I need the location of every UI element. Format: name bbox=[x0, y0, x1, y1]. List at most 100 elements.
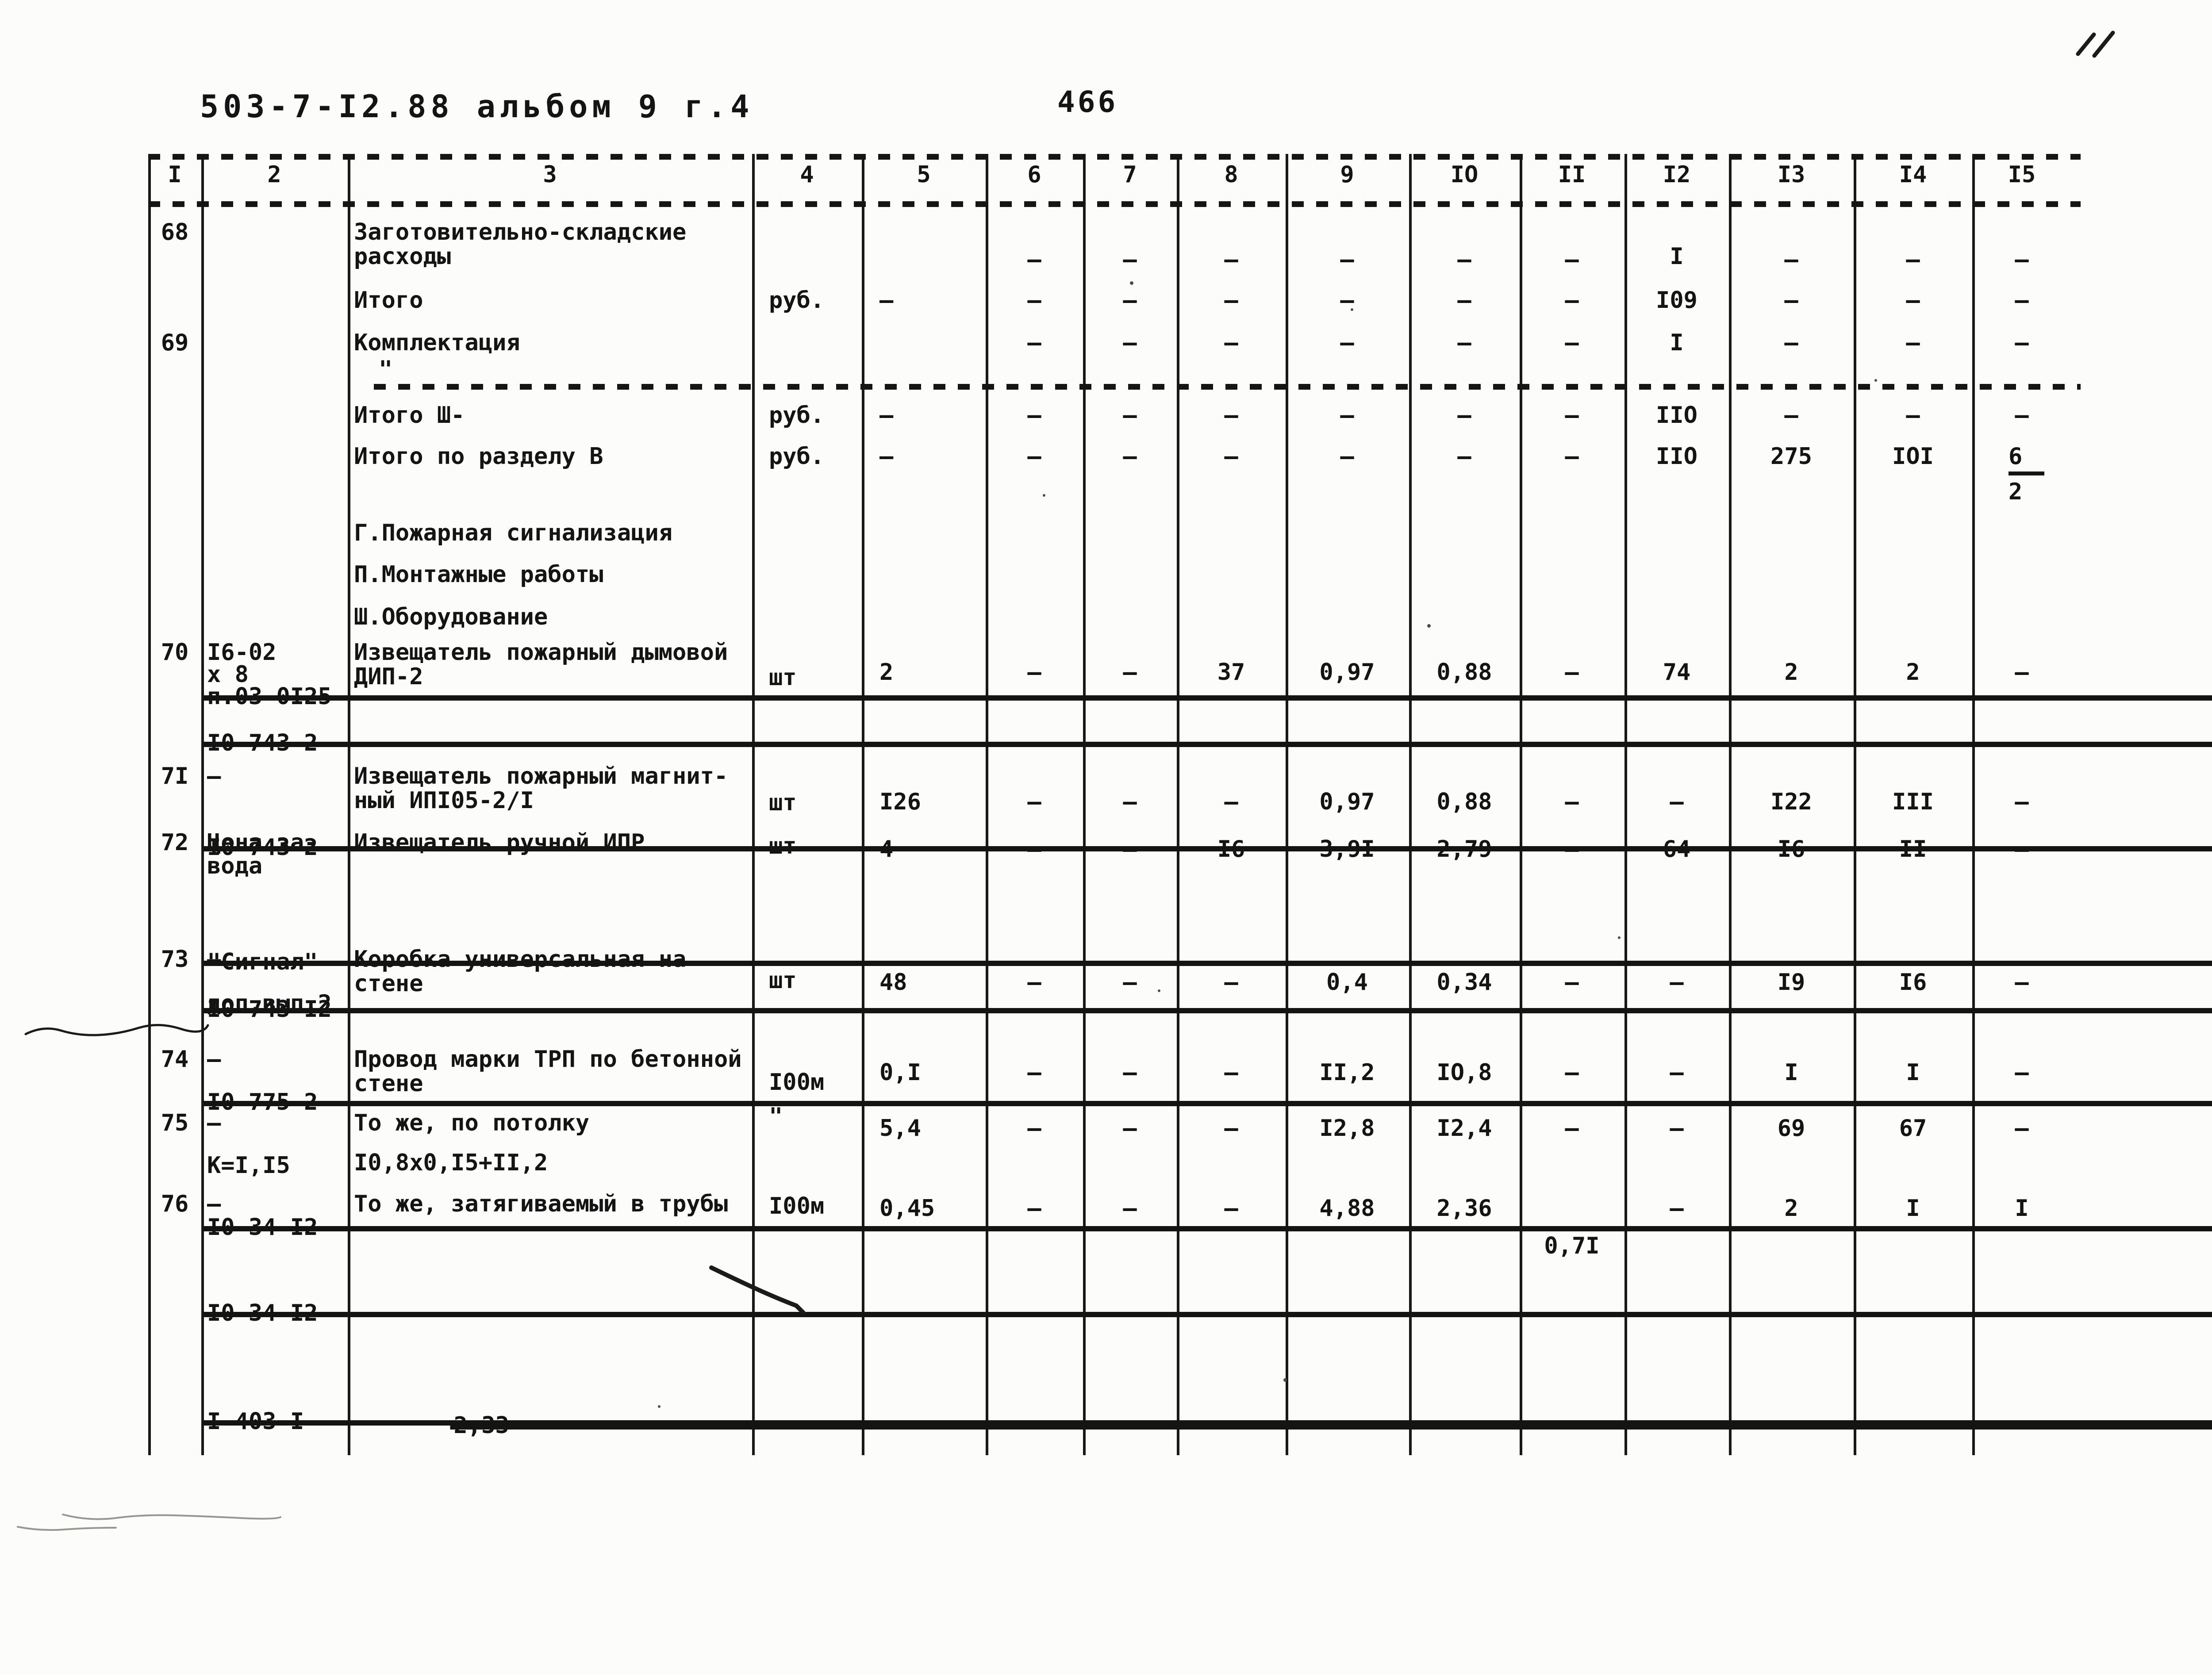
table-cell: – bbox=[1027, 246, 1041, 273]
table-vertical-line bbox=[1854, 154, 1856, 1455]
table-cell: III bbox=[1892, 789, 1934, 815]
table-cell: 2,79 bbox=[1436, 836, 1492, 862]
column-header: IO bbox=[1450, 161, 1479, 188]
table-cell: – bbox=[1027, 836, 1041, 862]
table-cell: – bbox=[1224, 969, 1238, 996]
table-cell: 0,45 bbox=[879, 1195, 935, 1222]
table-cell: 4 bbox=[879, 836, 894, 862]
table-cell: 2 bbox=[879, 659, 894, 686]
table-cell: – bbox=[1565, 330, 1579, 356]
table-vertical-line bbox=[1972, 154, 1975, 1455]
table-cell: – bbox=[2015, 969, 2029, 996]
table-cell: – bbox=[1670, 1115, 1684, 1142]
table-cell: – bbox=[1027, 330, 1041, 356]
table-cell: – bbox=[1027, 969, 1041, 996]
table-cell: – bbox=[1340, 330, 1354, 356]
table-cell: I-403-I bbox=[204, 1410, 2212, 1434]
table-cell: 74 bbox=[1663, 659, 1691, 686]
table-cell: – bbox=[1565, 246, 1579, 273]
column-header: I bbox=[168, 161, 182, 188]
table-cell: 2 bbox=[2008, 479, 2023, 505]
table-cell: – bbox=[1670, 789, 1684, 815]
table-cell: – bbox=[207, 1110, 221, 1136]
table-cell: I00м bbox=[769, 1069, 825, 1096]
table-cell: – bbox=[1123, 836, 1137, 862]
table-vertical-line bbox=[1729, 154, 1732, 1455]
table-cell: 2,33 bbox=[450, 1414, 2212, 1438]
table-cell: I0-34-I2 bbox=[204, 1215, 2212, 1240]
table-cell: – bbox=[1457, 402, 1471, 429]
table-cell: – bbox=[1457, 246, 1471, 273]
table-cell: 72 bbox=[161, 829, 189, 856]
table-cell: I6 bbox=[1217, 836, 1245, 862]
table-cell: I bbox=[1784, 1059, 1798, 1086]
table-cell: 69 bbox=[161, 330, 189, 356]
table-cell: – bbox=[1027, 1115, 1041, 1142]
table-cell: – bbox=[879, 287, 894, 314]
table-cell: "Сигнал" bbox=[204, 950, 2212, 974]
table-cell: – bbox=[2015, 836, 2029, 862]
table-cell: – bbox=[1457, 330, 1471, 356]
table-cell: I00м bbox=[769, 1193, 825, 1219]
table-cell: 5,4 bbox=[879, 1115, 921, 1142]
table-cell: IO,8 bbox=[1436, 1059, 1492, 1086]
table-cell: I bbox=[2015, 1195, 2029, 1222]
document-code: 503-7-I2.88 альбом 9 г.4 bbox=[200, 88, 754, 125]
table-cell: – bbox=[1565, 402, 1579, 429]
table-cell: – bbox=[2015, 1059, 2029, 1086]
table-cell: То же, затягиваемый в трубы bbox=[354, 1191, 728, 1217]
table-cell: – bbox=[1224, 443, 1238, 470]
table-cell: 0,88 bbox=[1436, 659, 1492, 686]
table-cell: – bbox=[2015, 789, 2029, 815]
table-cell: Итого по разделу В bbox=[354, 443, 603, 470]
table-cell: Комплектация bbox=[354, 330, 520, 356]
table-vertical-line bbox=[1624, 154, 1627, 1455]
table-cell: стене bbox=[354, 1070, 423, 1097]
column-header: 2 bbox=[267, 161, 281, 188]
scan-specks bbox=[523, 281, 1877, 1408]
table-cell: – bbox=[1224, 402, 1238, 429]
column-header: 4 bbox=[800, 161, 814, 188]
table-cell: – bbox=[1224, 1195, 1238, 1222]
table-vertical-line bbox=[1177, 154, 1179, 1455]
table-cell: I bbox=[1906, 1059, 1920, 1086]
table-cell: – bbox=[1565, 1115, 1579, 1142]
table-cell: 37 bbox=[1217, 659, 1245, 686]
table-cell: I0-743-2 bbox=[204, 836, 2212, 860]
table-cell: П.Монтажные работы bbox=[354, 561, 603, 588]
table-cell: 48 bbox=[879, 969, 907, 996]
table-cell: – bbox=[1027, 1059, 1041, 1086]
table-cell: – bbox=[1123, 246, 1137, 273]
table-cell: – bbox=[1784, 246, 1798, 273]
table-cell: 69 bbox=[1777, 1115, 1805, 1142]
table-cell: – bbox=[1784, 287, 1798, 314]
table-cell: I6-02 bbox=[207, 639, 276, 666]
table-cell: 73 bbox=[161, 946, 189, 973]
table-cell: – bbox=[2015, 659, 2029, 686]
table-cell: I0-743-2 bbox=[204, 731, 2212, 755]
table-cell: I2,4 bbox=[1436, 1115, 1492, 1142]
table-cell: 0,97 bbox=[1319, 659, 1375, 686]
table-cell: " bbox=[379, 356, 393, 383]
table-dashed-line bbox=[148, 154, 2081, 160]
table-cell: Г.Пожарная сигнализация bbox=[354, 520, 673, 546]
table-cell: – bbox=[2015, 1115, 2029, 1142]
table-cell: I bbox=[1670, 243, 1684, 270]
table-dashed-line bbox=[148, 201, 2081, 207]
table-cell: Заготовительно-складские bbox=[354, 219, 687, 245]
table-cell: 2 bbox=[1784, 659, 1798, 686]
table-cell: I0-775-2 bbox=[204, 1090, 2212, 1115]
table-cell: – bbox=[1027, 402, 1041, 429]
table-cell: – bbox=[1123, 1115, 1137, 1142]
pencil-scribble-bottom-1 bbox=[62, 1514, 281, 1520]
table-cell: 2 bbox=[1784, 1195, 1798, 1222]
table-cell: 70 bbox=[161, 639, 189, 666]
table-cell: I22 bbox=[1770, 789, 1812, 815]
table-cell: ный ИПI05-2/I bbox=[354, 787, 534, 814]
table-cell: – bbox=[1027, 659, 1041, 686]
table-cell: – bbox=[1224, 1115, 1238, 1142]
table-cell: – bbox=[1670, 1059, 1684, 1086]
table-cell: 2,36 bbox=[1436, 1195, 1492, 1222]
